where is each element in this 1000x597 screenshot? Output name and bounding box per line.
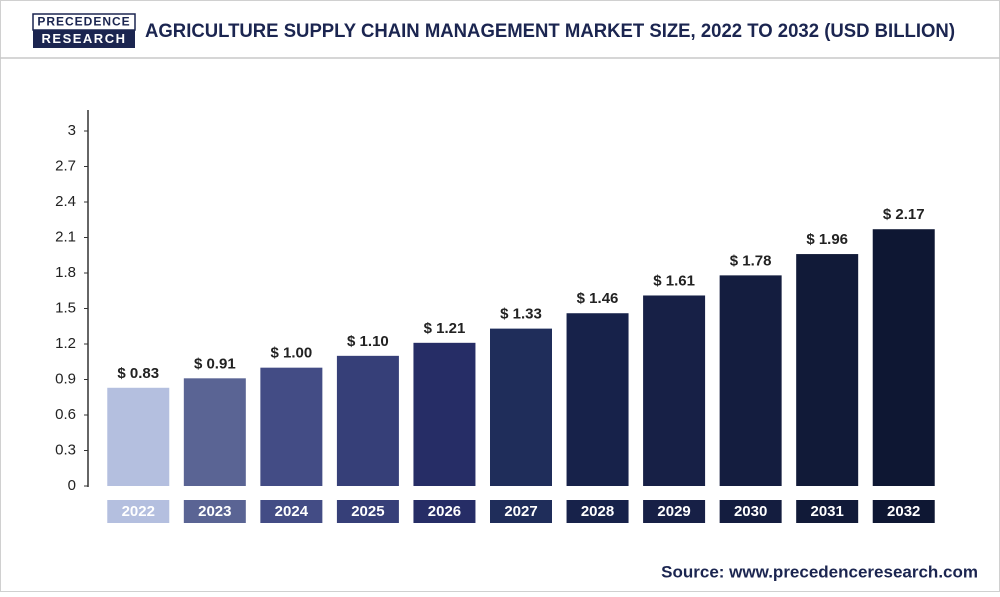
value-label: $ 1.33 (500, 306, 542, 323)
y-tick-label: 0.3 (55, 441, 76, 458)
x-tick-label: 2032 (887, 503, 920, 520)
value-label: $ 1.96 (806, 231, 848, 248)
bar (260, 367, 323, 486)
category-box (796, 500, 859, 523)
bar (872, 229, 935, 486)
y-tick-label: 0.9 (55, 370, 76, 387)
value-label: $ 1.46 (577, 290, 619, 307)
category-box (183, 500, 246, 523)
y-tick-label: 1.5 (55, 299, 76, 316)
x-tick-label: 2031 (810, 503, 843, 520)
category-box (107, 500, 170, 523)
bar (643, 295, 706, 486)
value-label: $ 1.78 (730, 252, 772, 269)
y-tick-label: 1.2 (55, 335, 76, 352)
value-label: $ 0.91 (194, 355, 236, 372)
bar (490, 328, 552, 486)
chart-title: AGRICULTURE SUPPLY CHAIN MANAGEMENT MARK… (145, 21, 955, 42)
category-box (872, 500, 935, 523)
category-box (336, 500, 399, 523)
bar (566, 313, 629, 486)
category-box (260, 500, 323, 523)
y-tick-label: 3 (68, 122, 76, 139)
y-tick-label: 0 (68, 477, 76, 494)
y-tick-label: 2.4 (55, 193, 76, 210)
x-tick-label: 2025 (351, 503, 384, 520)
bar (413, 342, 476, 486)
category-box (719, 500, 782, 523)
x-tick-label: 2026 (428, 503, 461, 520)
category-box (566, 500, 629, 523)
x-tick-label: 2030 (734, 503, 767, 520)
logo-bottom: RESEARCH (42, 31, 127, 46)
value-label: $ 1.61 (653, 272, 695, 289)
bar (107, 387, 170, 486)
x-tick-label: 2029 (657, 503, 690, 520)
bar (183, 378, 246, 486)
bar (796, 254, 859, 486)
category-box (643, 500, 706, 523)
y-tick-label: 2.7 (55, 157, 76, 174)
category-box (413, 500, 476, 523)
x-tick-label: 2023 (198, 503, 231, 520)
bar (719, 275, 782, 486)
value-label: $ 1.00 (271, 345, 313, 362)
category-box (490, 500, 552, 523)
logo-box-bottom (33, 30, 135, 48)
x-tick-label: 2027 (504, 503, 537, 520)
x-tick-label: 2022 (122, 503, 155, 520)
x-tick-label: 2024 (275, 503, 309, 520)
value-label: $ 0.83 (117, 365, 159, 382)
x-tick-label: 2028 (581, 503, 614, 520)
source: Source: www.precedenceresearch.com (661, 562, 978, 581)
value-label: $ 1.10 (347, 333, 389, 350)
value-label: $ 1.21 (424, 320, 466, 337)
y-tick-label: 1.8 (55, 264, 76, 281)
bar (336, 355, 399, 486)
y-tick-label: 2.1 (55, 228, 76, 245)
logo-top: PRECEDENCE (37, 15, 130, 29)
value-label: $ 2.17 (883, 206, 925, 223)
y-tick-label: 0.6 (55, 406, 76, 423)
